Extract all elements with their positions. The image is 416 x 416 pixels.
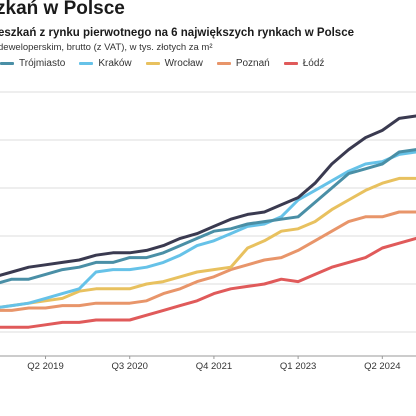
legend-item-wroclaw: Wrocław <box>145 58 203 69</box>
chart-units-note: deweloperskim, brutto (z VAT), w tys. zł… <box>0 42 213 53</box>
legend-swatch-trojmiasto <box>0 62 14 65</box>
legend-swatch-wroclaw <box>145 62 160 65</box>
legend-item-poznan: Poznań <box>216 58 270 69</box>
legend-item-lodz: Łódź <box>283 58 325 69</box>
series-line-trojmiasto <box>0 148 416 285</box>
legend-swatch-poznan <box>216 62 231 65</box>
series-line-poznan <box>0 210 416 312</box>
legend-item-krakow: Kraków <box>79 58 132 69</box>
legend-label-lodz: Łódź <box>302 58 325 69</box>
legend-swatch-lodz <box>283 62 298 65</box>
series-line-national <box>0 114 416 277</box>
chart-subtitle: eszkań z rynku pierwotnego na 6 najwięks… <box>0 27 354 39</box>
legend-label-krakow: Kraków <box>98 58 132 69</box>
legend-label-trojmiasto: Trójmiasto <box>19 58 66 69</box>
legend-swatch-krakow <box>79 62 94 65</box>
series-line-krakow <box>0 150 416 309</box>
legend-item-trojmiasto: Trójmiasto <box>0 58 65 69</box>
x-tick-label: Q1 2023 <box>280 361 316 372</box>
legend: Trójmiasto Kraków Wrocław Poznań Łódź <box>0 58 324 69</box>
x-tick-label: Q3 2020 <box>111 361 147 372</box>
legend-label-poznan: Poznań <box>235 58 270 69</box>
x-tick-label: Q2 2019 <box>27 361 63 372</box>
x-tick-label: Q4 2021 <box>196 361 232 372</box>
series-line-lodz <box>0 236 416 329</box>
x-tick-label: Q2 2024 <box>364 361 400 372</box>
series-line-wroclaw <box>0 176 416 309</box>
chart-title: zkań w Polsce <box>0 0 125 19</box>
legend-label-wroclaw: Wrocław <box>164 58 203 69</box>
